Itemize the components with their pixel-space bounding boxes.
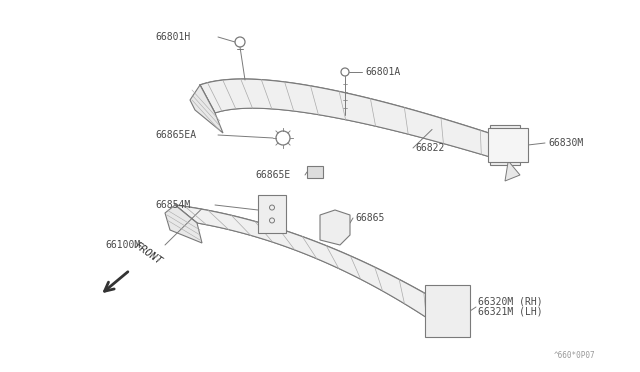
Text: 66100M: 66100M bbox=[105, 240, 140, 250]
Polygon shape bbox=[505, 150, 520, 181]
Polygon shape bbox=[190, 85, 223, 133]
Bar bbox=[490, 125, 520, 165]
Text: 66865: 66865 bbox=[355, 213, 385, 223]
Polygon shape bbox=[165, 205, 202, 243]
Text: 66822: 66822 bbox=[415, 143, 444, 153]
Text: 66830M: 66830M bbox=[548, 138, 583, 148]
Polygon shape bbox=[320, 210, 350, 245]
Polygon shape bbox=[200, 79, 510, 163]
Bar bbox=[488, 128, 528, 162]
Bar bbox=[307, 166, 323, 178]
Text: ^660*0P07: ^660*0P07 bbox=[554, 351, 595, 360]
Bar bbox=[425, 285, 470, 337]
Text: FRONT: FRONT bbox=[132, 241, 163, 267]
Bar bbox=[258, 195, 286, 233]
Text: 66865E: 66865E bbox=[255, 170, 291, 180]
Text: 66865EA: 66865EA bbox=[155, 130, 196, 140]
Text: 66854M: 66854M bbox=[155, 200, 190, 210]
Text: 66320M (RH): 66320M (RH) bbox=[478, 297, 543, 307]
Text: 66321M (LH): 66321M (LH) bbox=[478, 307, 543, 317]
Polygon shape bbox=[175, 205, 445, 330]
Text: 66801A: 66801A bbox=[365, 67, 400, 77]
Text: 66801H: 66801H bbox=[155, 32, 190, 42]
